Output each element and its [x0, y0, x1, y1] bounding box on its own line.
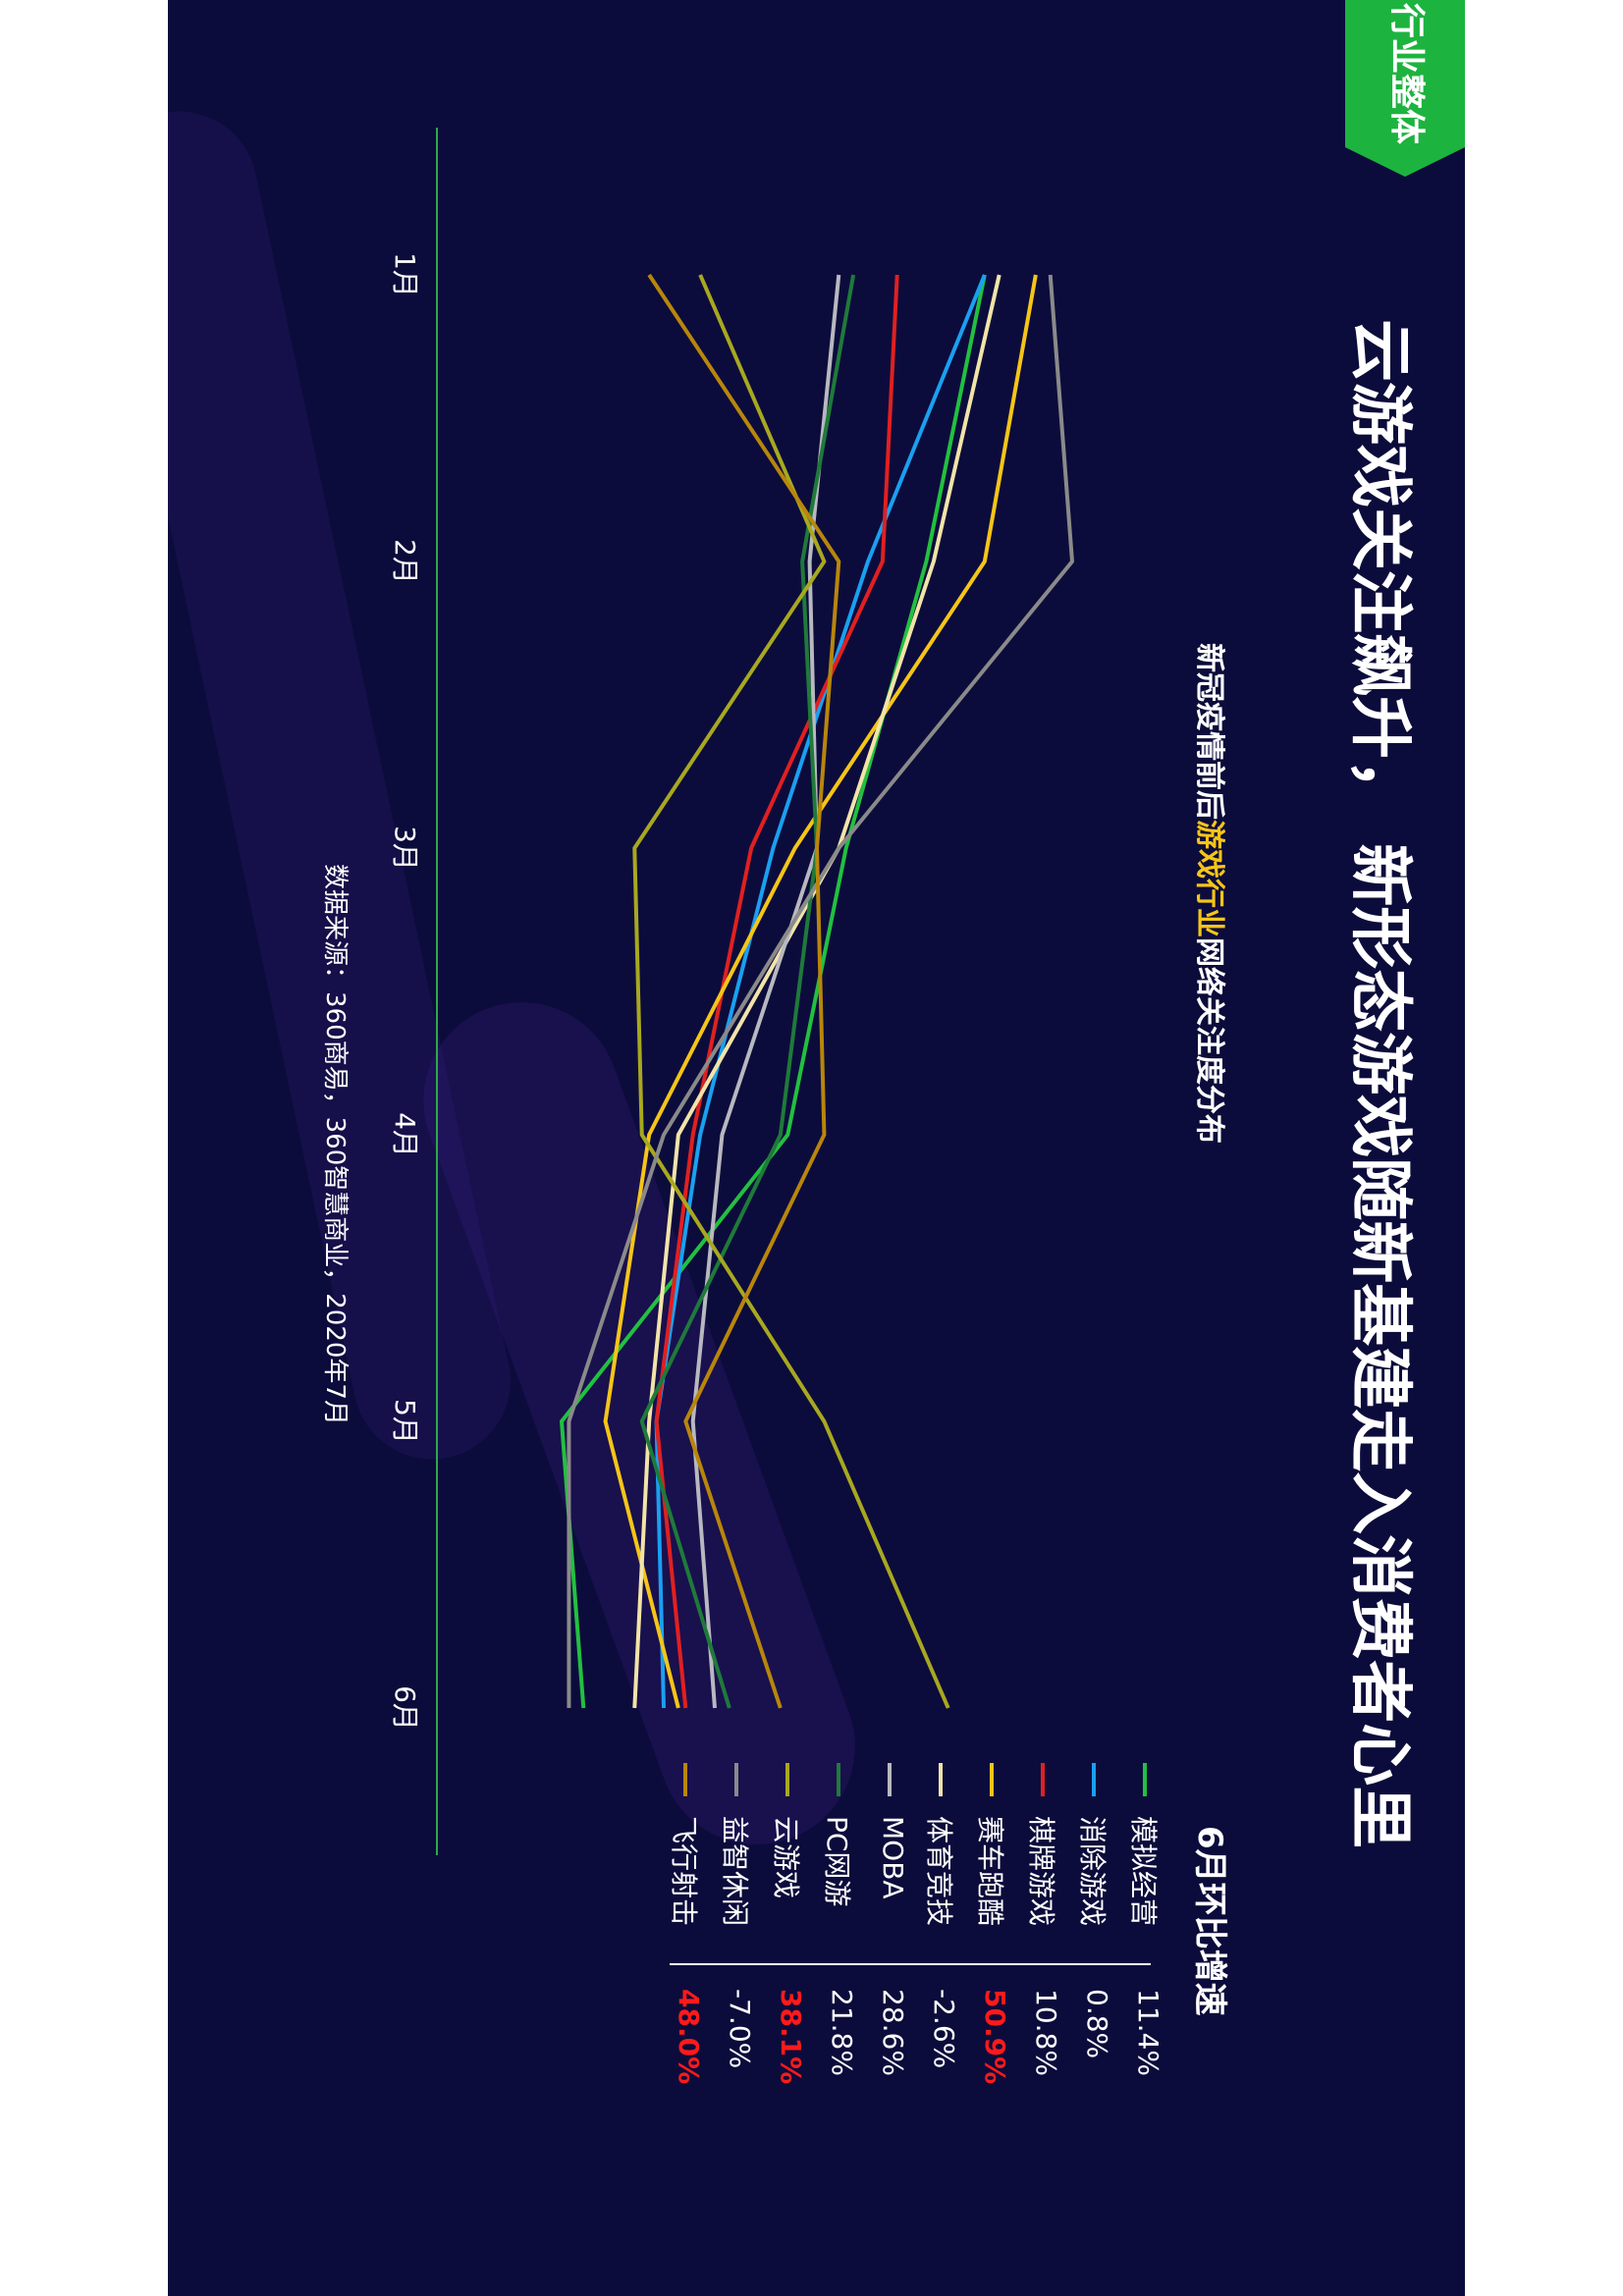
series-line	[560, 274, 987, 1709]
legend-row: MOBA 28.6%	[864, 1757, 915, 2160]
growth-value: 28.6%	[877, 1989, 909, 2076]
legend-swatch	[939, 1763, 943, 1796]
data-source-note: 数据来源：360商易，360智慧商业，2020年7月	[320, 864, 350, 1425]
growth-value: -7.0%	[724, 1989, 756, 2069]
legend-row: 体育竞技 -2.6%	[915, 1757, 966, 2160]
legend-row: 棋牌游戏 10.8%	[1017, 1757, 1068, 2160]
x-tick-label: 4月	[389, 1112, 421, 1157]
growth-table-title: 6月环比增速	[1190, 1826, 1229, 2016]
legend-label: 云游戏	[770, 1816, 802, 1899]
line-chart: 1月 2月 3月 4月 5月 6月	[389, 128, 1074, 1855]
series-line	[647, 273, 841, 1709]
legend-label: 益智休闲	[719, 1816, 751, 1927]
category-badge: 行业整体	[1345, 0, 1465, 177]
series-line	[567, 274, 1074, 1708]
legend-label: 飞行射击	[668, 1816, 700, 1927]
legend-swatch	[837, 1763, 840, 1796]
legend-label: 消除游戏	[1076, 1816, 1109, 1927]
legend-growth-table: 模拟经营 11.4% 消除游戏 0.8% 棋牌游戏 10.8% 赛车跑酷 50.9% 体育竞技 -…	[655, 1757, 1170, 2160]
table-divider	[670, 1963, 1151, 1965]
x-tick-label: 3月	[389, 826, 421, 871]
badge-shape	[1345, 0, 1465, 177]
x-tick-label: 1月	[389, 252, 421, 297]
series-line	[654, 274, 899, 1709]
series-layer	[560, 273, 1074, 1709]
growth-value: 11.4%	[1132, 1989, 1164, 2076]
series-line	[603, 274, 1038, 1709]
legend-swatch	[888, 1763, 892, 1796]
series-line	[690, 274, 841, 1709]
legend-swatch	[990, 1763, 994, 1796]
legend-swatch	[1143, 1763, 1147, 1796]
legend-row: 云游戏 38.1%	[762, 1757, 813, 2160]
series-line	[639, 274, 856, 1709]
legend-swatch	[683, 1763, 687, 1796]
legend-swatch	[1041, 1763, 1045, 1796]
growth-value: 0.8%	[1081, 1989, 1113, 2059]
legend-label: 棋牌游戏	[1025, 1816, 1057, 1927]
legend-row: 模拟经营 11.4%	[1119, 1757, 1170, 2160]
legend-label: MOBA	[877, 1816, 909, 1899]
legend-swatch	[785, 1763, 789, 1796]
legend-label: 赛车跑酷	[974, 1816, 1006, 1927]
series-line	[632, 274, 950, 1709]
x-tick-label: 2月	[389, 539, 421, 584]
growth-value: 10.8%	[1030, 1989, 1062, 2076]
growth-value: 38.1%	[775, 1989, 807, 2085]
growth-value: 21.8%	[826, 1989, 858, 2076]
series-line	[632, 274, 1001, 1709]
legend-label: 体育竞技	[923, 1816, 955, 1927]
legend-label: 模拟经营	[1127, 1816, 1160, 1927]
rotated-content: 行业整体 云游戏关注飙升， 新形态游戏随新基建走入消费者心里 新冠疫情前后游戏行…	[168, 0, 1465, 2296]
legend-label: PC网游	[821, 1816, 853, 1907]
growth-value: 48.0%	[673, 1989, 705, 2085]
legend-row: 赛车跑酷 50.9%	[966, 1757, 1017, 2160]
legend-swatch	[734, 1763, 738, 1796]
growth-value: 50.9%	[979, 1989, 1011, 2085]
legend-row: PC网游 21.8%	[813, 1757, 864, 2160]
axis-layer: 1月 2月 3月 4月 5月 6月	[389, 128, 438, 1855]
x-tick-label: 6月	[389, 1685, 421, 1731]
legend-swatch	[1092, 1763, 1096, 1796]
legend-row: 飞行射击 48.0%	[660, 1757, 711, 2160]
growth-value: -2.6%	[928, 1989, 960, 2069]
legend-row: 益智休闲 -7.0%	[711, 1757, 762, 2160]
x-tick-label: 5月	[389, 1399, 421, 1444]
legend-row: 消除游戏 0.8%	[1068, 1757, 1119, 2160]
